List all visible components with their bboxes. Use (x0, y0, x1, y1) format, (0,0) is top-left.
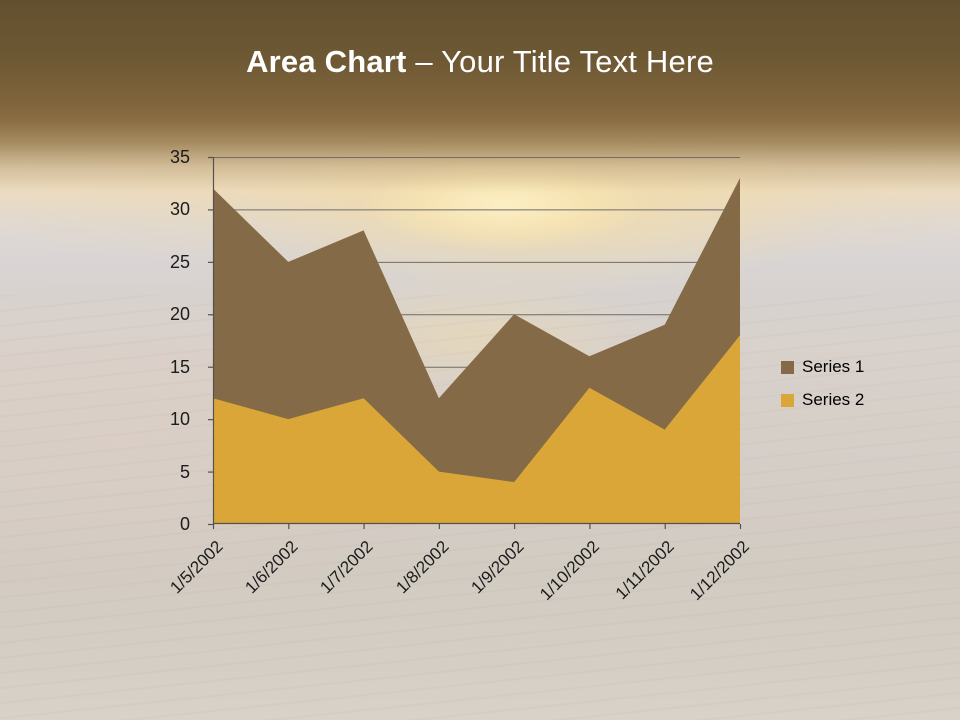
title-banner (0, 0, 960, 192)
title-topic: Area Chart (246, 44, 407, 79)
series1-swatch-icon (781, 360, 794, 374)
title-subtitle: Your Title Text Here (441, 44, 714, 79)
y-axis-tick-label: 30 (169, 199, 190, 220)
legend-label-series1: Series 1 (802, 357, 865, 376)
legend-label-series2: Series 2 (802, 390, 865, 409)
y-axis-tick-label: 15 (169, 356, 190, 377)
plot-area (208, 156, 742, 529)
y-axis-tick-label: 10 (169, 409, 190, 430)
y-axis-tick-label: 0 (179, 514, 190, 534)
legend-item-series2: Series 2 (781, 390, 864, 410)
area-series-2 (213, 335, 740, 524)
series2-swatch-icon (781, 393, 794, 407)
slide-title: Area Chart – Your Title Text Here (0, 44, 960, 80)
y-axis-tick-label: 20 (169, 304, 190, 325)
y-axis-tick-label: 25 (169, 251, 190, 272)
legend-item-series1: Series 1 (781, 357, 864, 377)
title-separator: – (415, 44, 433, 79)
y-axis-tick-label: 35 (169, 147, 190, 167)
y-axis-tick-label: 5 (179, 461, 190, 482)
legend: Series 1 Series 2 (781, 357, 864, 423)
